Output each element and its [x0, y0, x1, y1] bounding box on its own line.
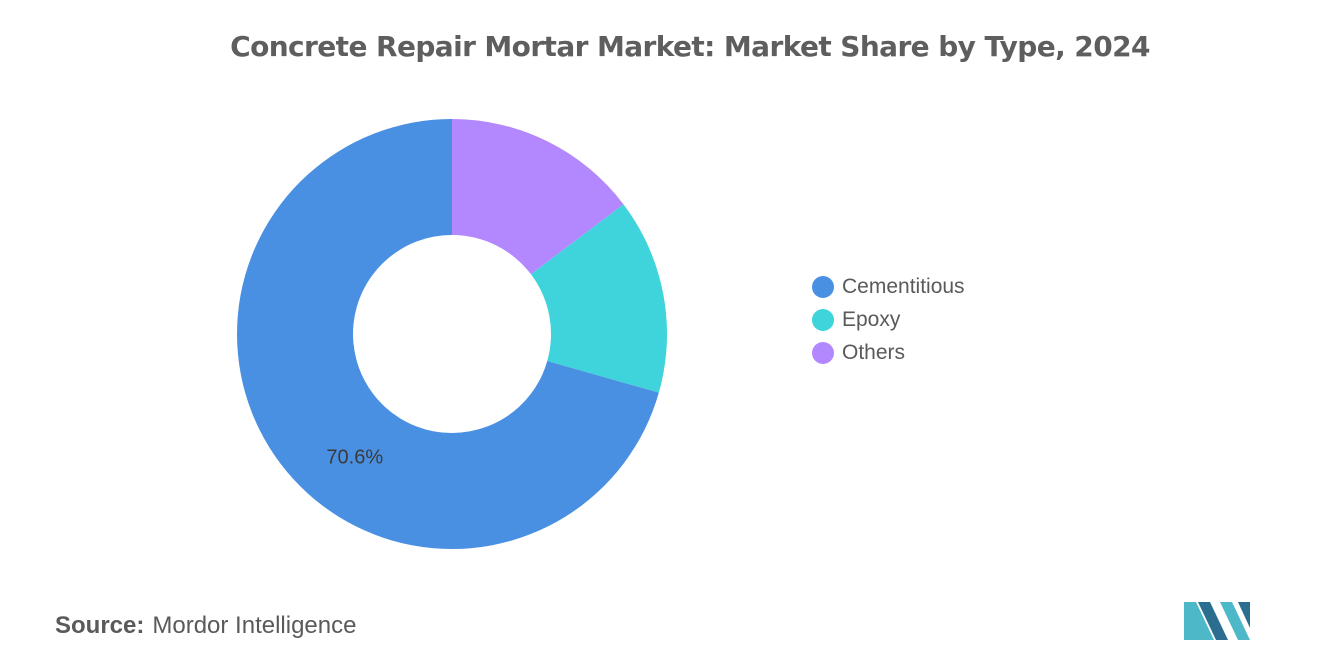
data-label-cementitious: 70.6% — [326, 447, 383, 469]
source-label: Source: — [55, 612, 145, 639]
slice-cementitious — [236, 119, 659, 549]
mordor-intelligence-logo-icon — [1184, 602, 1250, 640]
source-value: Mordor Intelligence — [152, 612, 357, 639]
data-labels: 70.6% — [326, 447, 383, 469]
legend-label: Others — [842, 340, 906, 364]
legend-swatch-icon — [812, 341, 834, 364]
slice-others — [452, 119, 624, 275]
chart-legend: Cementitious Epoxy Others — [812, 270, 965, 369]
chart-title: Concrete Repair Mortar Market: Market Sh… — [230, 30, 1150, 63]
source-note: Source: Mordor Intelligence — [55, 612, 356, 640]
legend-swatch-icon — [812, 308, 834, 331]
legend-label: Epoxy — [842, 307, 901, 331]
legend-item-epoxy: Epoxy — [812, 303, 965, 336]
slice-epoxy — [530, 204, 667, 393]
donut-slices — [236, 119, 667, 549]
legend-item-cementitious: Cementitious — [812, 270, 965, 303]
legend-label: Cementitious — [842, 274, 965, 298]
legend-swatch-icon — [812, 275, 834, 298]
legend-item-others: Others — [812, 336, 965, 369]
